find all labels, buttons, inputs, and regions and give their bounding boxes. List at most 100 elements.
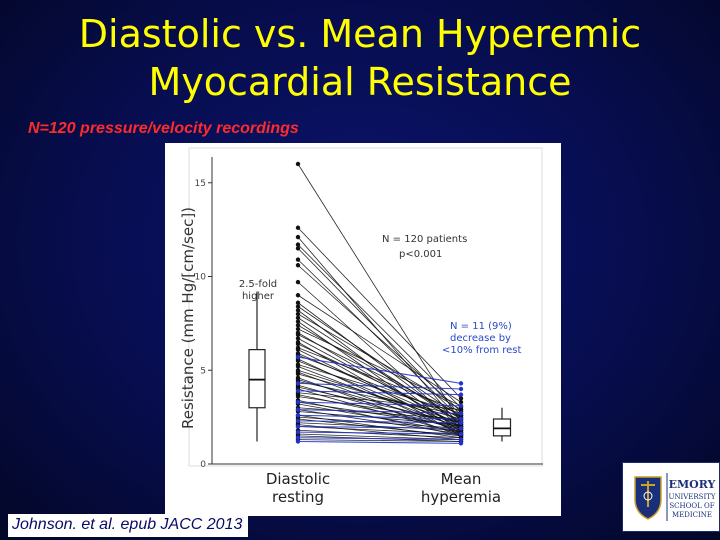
pair-rest-point-5 — [295, 257, 301, 262]
pair-line-35 — [297, 381, 462, 416]
pair-rest-point-2 — [295, 234, 301, 240]
y-ticks-group: 0 5 10 15 — [195, 179, 212, 470]
citation: Johnson. et al. epub JACC 2013 — [8, 514, 249, 537]
pair-line-49 — [297, 416, 462, 429]
annotation-fold-line-2: higher — [242, 291, 275, 302]
subset-pair-line-4 — [297, 409, 462, 414]
pair-rest-point-11 — [295, 308, 301, 313]
slide-title: Diastolic vs. Mean Hyperemic Myocardial … — [0, 10, 720, 106]
pair-rest-point-32 — [295, 371, 301, 377]
pair-hyper-point-39 — [458, 407, 464, 412]
subset-pair-rest-point-6 — [295, 418, 301, 424]
pair-rest-point-29 — [295, 364, 301, 369]
pair-lines-group — [297, 163, 462, 444]
pair-line-53 — [297, 426, 462, 435]
pair-rest-point-8 — [295, 293, 301, 298]
pair-rest-point-21 — [295, 341, 301, 347]
pair-rest-point-12 — [295, 311, 301, 317]
pair-rest-point-10 — [295, 304, 301, 309]
x-category-label-hyperemia-line-2: hyperemia — [421, 488, 501, 506]
y-tick-label-2: 10 — [195, 273, 207, 283]
x-category-label-diastolic-line-1: Diastolic — [266, 470, 330, 488]
pair-line-5 — [297, 259, 462, 420]
subset-pair-hyper-point-5 — [458, 416, 464, 422]
pair-line-27 — [297, 360, 462, 427]
pair-rest-point-19 — [295, 336, 301, 341]
logo-line-2: UNIVERSITY — [668, 493, 715, 501]
subset-pair-rest-point-4 — [295, 407, 301, 412]
subset-pair-rest-point-7 — [295, 424, 301, 429]
pair-rest-point-15 — [295, 323, 301, 328]
resistance-chart: 0 5 10 15 Resistance (mm Hg/[cm/sec]) Diast… — [179, 147, 543, 506]
logo-line-4: MEDICINE — [672, 511, 712, 519]
subset-pair-rest-point-1 — [295, 381, 301, 386]
axes-group — [211, 157, 543, 465]
boxplots-group — [248, 291, 512, 442]
subset-pair-hyper-point-2 — [458, 392, 464, 397]
annotation-fold-line-1: 2.5-fold — [239, 279, 277, 290]
pair-line-18 — [297, 334, 462, 416]
pair-line-8 — [297, 294, 462, 403]
subset-pair-rest-point-8 — [295, 429, 301, 435]
chart-panel: 0 5 10 15 Resistance (mm Hg/[cm/sec]) Diast… — [165, 143, 561, 516]
pair-rest-point-14 — [295, 319, 301, 324]
pair-line-54 — [297, 429, 462, 439]
subset-pair-hyper-point-6 — [458, 420, 464, 425]
y-tick-label-0: 0 — [200, 460, 206, 470]
pair-line-39 — [297, 392, 462, 411]
subset-pair-line-1 — [297, 382, 462, 390]
pair-rest-point-3 — [295, 242, 301, 247]
subset-pair-hyper-point-4 — [458, 411, 464, 416]
subset-pair-rest-point-3 — [295, 399, 301, 405]
logo-line-3: SCHOOL OF — [669, 502, 714, 510]
y-tick-label-1: 5 — [200, 366, 206, 376]
pair-rest-point-18 — [295, 332, 301, 337]
subset-pair-line-10 — [297, 440, 462, 444]
annotation-stats-line-1: N = 120 patients — [382, 234, 467, 245]
subset-pair-rest-point-9 — [295, 435, 301, 440]
subset-pair-hyper-point-3 — [458, 403, 464, 409]
subset-pair-line-3 — [297, 401, 462, 407]
pair-line-55 — [297, 433, 462, 441]
pair-line-3 — [297, 244, 462, 409]
annotation-subset-line-3: <10% from rest — [442, 345, 521, 356]
subset-pair-line-7 — [297, 425, 462, 429]
pair-line-57 — [297, 439, 462, 442]
pair-rest-point-16 — [295, 326, 301, 332]
pair-line-32 — [297, 373, 462, 420]
subset-pair-rest-point-10 — [295, 439, 301, 444]
subset-pair-rest-point-0 — [295, 354, 301, 360]
pair-line-21 — [297, 343, 462, 422]
slide-subtitle: N=120 pressure/velocity recordings — [28, 120, 299, 137]
subset-pair-hyper-point-7 — [458, 426, 464, 431]
pair-line-6 — [297, 264, 462, 412]
pair-rest-point-9 — [295, 300, 301, 305]
shield-icon: EMORY UNIVERSITY SCHOOL OF MEDICINE — [625, 465, 717, 529]
pair-rest-point-1 — [295, 225, 301, 230]
pair-rest-point-6 — [295, 263, 301, 268]
subset-pair-hyper-point-0 — [458, 381, 464, 386]
subset-pair-hyper-point-1 — [458, 386, 464, 392]
pair-hyper-point-8 — [458, 399, 464, 405]
subset-pair-line-6 — [297, 420, 462, 424]
pair-rest-point-27 — [295, 358, 301, 364]
pair-line-45 — [297, 407, 462, 420]
pair-line-16 — [297, 328, 462, 407]
subset-pair-line-9 — [297, 437, 462, 441]
pair-rest-point-23 — [295, 347, 301, 352]
pair-rest-point-4 — [295, 246, 301, 251]
annotation-subset-line-2: decrease by — [450, 333, 511, 344]
subset-pair-line-0 — [297, 356, 462, 384]
pair-rest-point-0 — [295, 161, 301, 167]
pair-line-0 — [297, 163, 462, 423]
logo-line-1: EMORY — [669, 478, 716, 491]
x-category-label-diastolic-line-2: resting — [272, 488, 324, 506]
y-tick-label-3: 15 — [195, 179, 206, 189]
subset-pair-hyper-point-8 — [458, 431, 464, 437]
subset-pair-hyper-point-9 — [458, 437, 464, 442]
annotation-stats-line-2: p<0.001 — [399, 249, 442, 260]
pair-rest-point-13 — [295, 315, 301, 320]
subset-pair-hyper-point-10 — [458, 441, 464, 446]
pair-points-group — [295, 161, 464, 446]
subset-pair-rest-point-5 — [295, 413, 301, 418]
